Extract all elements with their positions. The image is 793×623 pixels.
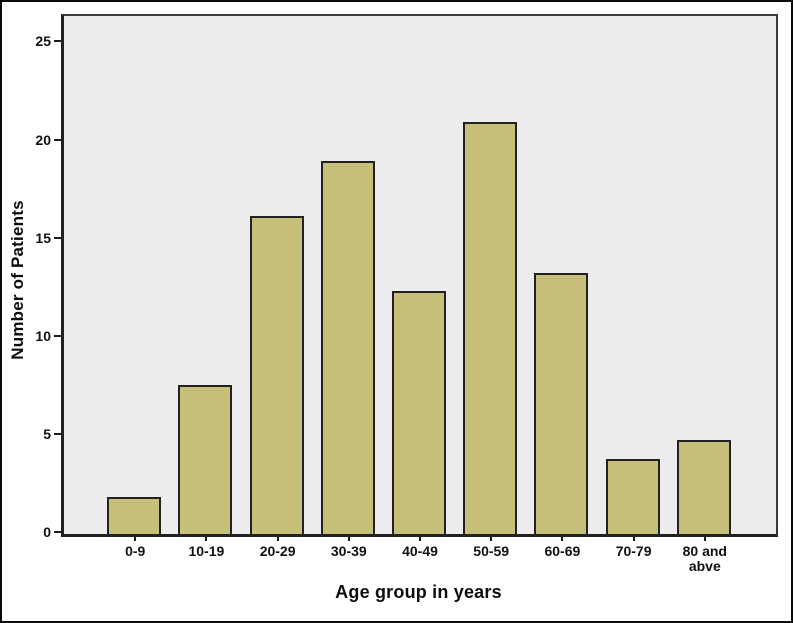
y-tick-mark <box>54 40 61 42</box>
x-tick-mark <box>561 535 564 541</box>
x-tick-label: 80 and abve <box>682 543 727 574</box>
y-tick-mark <box>54 139 61 141</box>
y-axis-title: Number of Patients <box>8 200 27 360</box>
bar-10-19 <box>178 385 233 534</box>
y-tick-label: 10 <box>35 328 51 344</box>
y-tick-mark <box>54 237 61 239</box>
x-tick-label: 70-79 <box>615 543 652 559</box>
x-tick-label: 40-49 <box>402 543 438 559</box>
plot-area <box>61 14 778 537</box>
x-tick-label: 10-19 <box>188 543 225 559</box>
bar-50-59 <box>463 122 518 534</box>
x-tick-mark <box>419 535 421 541</box>
x-tick-mark <box>703 535 706 541</box>
x-tick-label: 30-39 <box>330 543 367 559</box>
y-tick-mark <box>54 335 61 337</box>
bar-40-49 <box>392 291 446 534</box>
x-tick-mark <box>276 535 279 541</box>
bar-0-9 <box>107 497 162 534</box>
bar-60-69 <box>534 273 589 534</box>
x-tick-mark <box>632 535 635 541</box>
x-tick-label: 50-59 <box>473 543 510 559</box>
x-tick-label: 60-69 <box>544 543 581 559</box>
x-tick-label: 20-29 <box>259 543 296 559</box>
y-tick-label: 15 <box>35 230 51 246</box>
x-tick-label: 0-9 <box>125 543 146 559</box>
y-tick-label: 0 <box>43 524 51 540</box>
x-tick-mark <box>205 535 208 541</box>
bar-20-29 <box>249 216 304 534</box>
bar-80-and-abve <box>676 440 731 534</box>
x-tick-mark <box>347 535 350 541</box>
bar-70-79 <box>605 459 660 534</box>
y-tick-label: 25 <box>35 33 51 49</box>
x-tick-mark <box>134 535 137 541</box>
y-tick-mark <box>54 531 61 533</box>
y-tick-label: 5 <box>43 426 51 442</box>
x-tick-mark <box>490 535 493 541</box>
y-tick-mark <box>54 433 61 435</box>
x-axis-title: Age group in years <box>335 582 502 602</box>
y-tick-label: 20 <box>35 132 51 148</box>
bar-30-39 <box>320 161 375 534</box>
